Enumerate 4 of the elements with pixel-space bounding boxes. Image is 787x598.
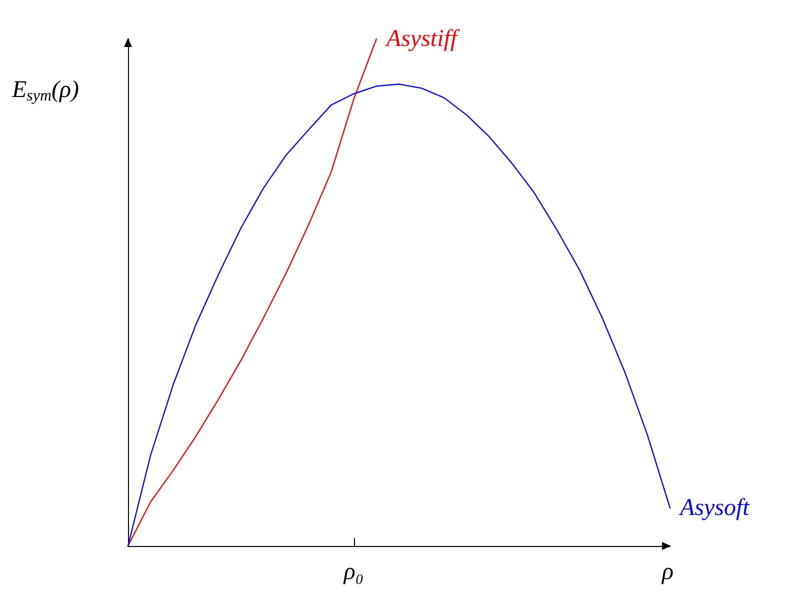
text: ρ₀ xyxy=(342,559,364,585)
x-axis-title: ρ xyxy=(661,559,674,585)
series-label: Asystiff xyxy=(384,26,460,52)
series-label: Asysoft xyxy=(678,494,751,521)
